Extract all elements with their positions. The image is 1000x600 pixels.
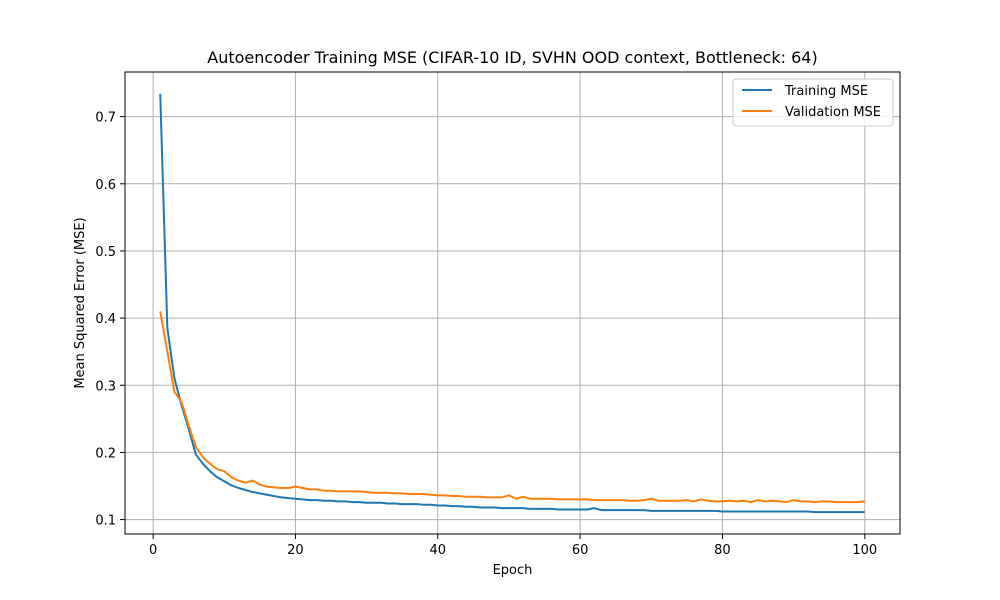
y-tick-label: 0.1 <box>95 514 116 529</box>
x-axis-label: Epoch <box>493 563 533 578</box>
legend: Training MSE Validation MSE <box>733 79 893 126</box>
x-tick-label: 60 <box>572 543 589 558</box>
y-tick-label: 0.3 <box>95 379 116 394</box>
y-tick-label: 0.4 <box>95 312 116 327</box>
y-tick-label: 0.6 <box>95 178 116 193</box>
x-tick-label: 40 <box>430 543 447 558</box>
legend-label-validation: Validation MSE <box>785 105 881 120</box>
y-tick-label: 0.2 <box>95 446 116 461</box>
y-axis-label: Mean Squared Error (MSE) <box>73 217 88 388</box>
y-tick-label: 0.5 <box>95 245 116 260</box>
legend-label-training: Training MSE <box>784 84 868 99</box>
chart-title: Autoencoder Training MSE (CIFAR-10 ID, S… <box>207 48 817 67</box>
x-tick-label: 100 <box>852 543 877 558</box>
x-tick-label: 0 <box>149 543 157 558</box>
x-tick-label: 80 <box>714 543 731 558</box>
y-tick-label: 0.7 <box>95 111 116 126</box>
x-tick-label: 20 <box>287 543 304 558</box>
